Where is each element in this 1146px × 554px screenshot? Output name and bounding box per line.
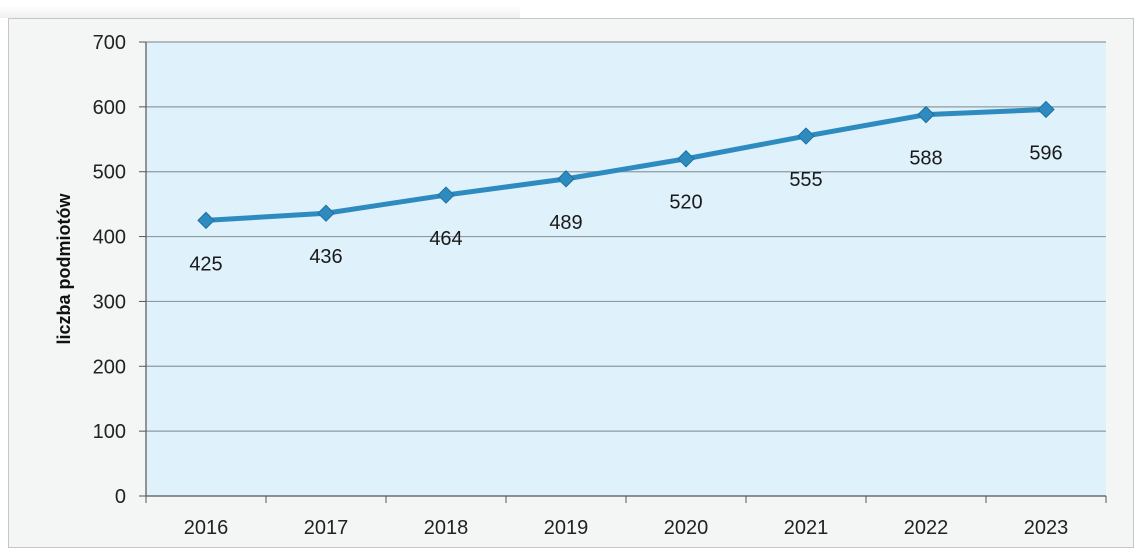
- y-tick-label: 600: [93, 97, 126, 119]
- cropped-caption-strip: [0, 0, 1146, 18]
- data-point-marker: [557, 170, 575, 188]
- data-point-marker: [797, 127, 815, 145]
- y-tick-label: 200: [93, 356, 126, 378]
- y-tick-label: 400: [93, 227, 126, 249]
- x-tick-label: 2021: [784, 517, 829, 539]
- data-markers: [197, 100, 1055, 230]
- x-tick-label: 2022: [904, 517, 949, 539]
- x-tick-label: 2018: [424, 517, 469, 539]
- data-label: 588: [909, 148, 942, 170]
- y-axis-ticks: 0 100 200 300 400 500 600 700: [93, 32, 146, 508]
- data-point-marker: [197, 211, 215, 230]
- plot-area: [146, 42, 1106, 496]
- y-tick-label: 300: [93, 291, 126, 313]
- data-point-marker: [677, 150, 695, 168]
- data-point-marker: [437, 186, 455, 204]
- x-axis-ticks: 2016 2017 2018 2019 2020 2021 2022 2023: [145, 496, 1107, 539]
- x-tick-label: 2016: [184, 517, 229, 539]
- data-label: 555: [789, 169, 822, 191]
- x-tick-label: 2017: [304, 517, 349, 539]
- y-tick-label: 500: [93, 162, 126, 184]
- data-label: 596: [1029, 142, 1062, 164]
- data-point-marker: [317, 204, 335, 222]
- gridlines: [146, 41, 1106, 432]
- series-line: [205, 106, 1047, 223]
- data-label: 489: [549, 212, 582, 234]
- data-label: 520: [669, 192, 702, 214]
- data-label: 464: [429, 228, 462, 250]
- y-tick-label: 100: [93, 421, 126, 443]
- y-tick-label: 700: [93, 32, 126, 54]
- data-label: 425: [189, 253, 222, 275]
- x-tick-label: 2019: [544, 517, 589, 539]
- data-point-marker: [1037, 100, 1055, 119]
- data-labels: 425 436 464 489 520 555 588 596: [189, 142, 1062, 275]
- y-axis-label: liczba podmiotów: [54, 193, 74, 345]
- x-tick-label: 2020: [664, 517, 709, 539]
- y-tick-label: 0: [115, 486, 126, 508]
- data-label: 436: [309, 246, 342, 268]
- x-tick-label: 2023: [1024, 517, 1069, 539]
- data-point-marker: [917, 105, 935, 124]
